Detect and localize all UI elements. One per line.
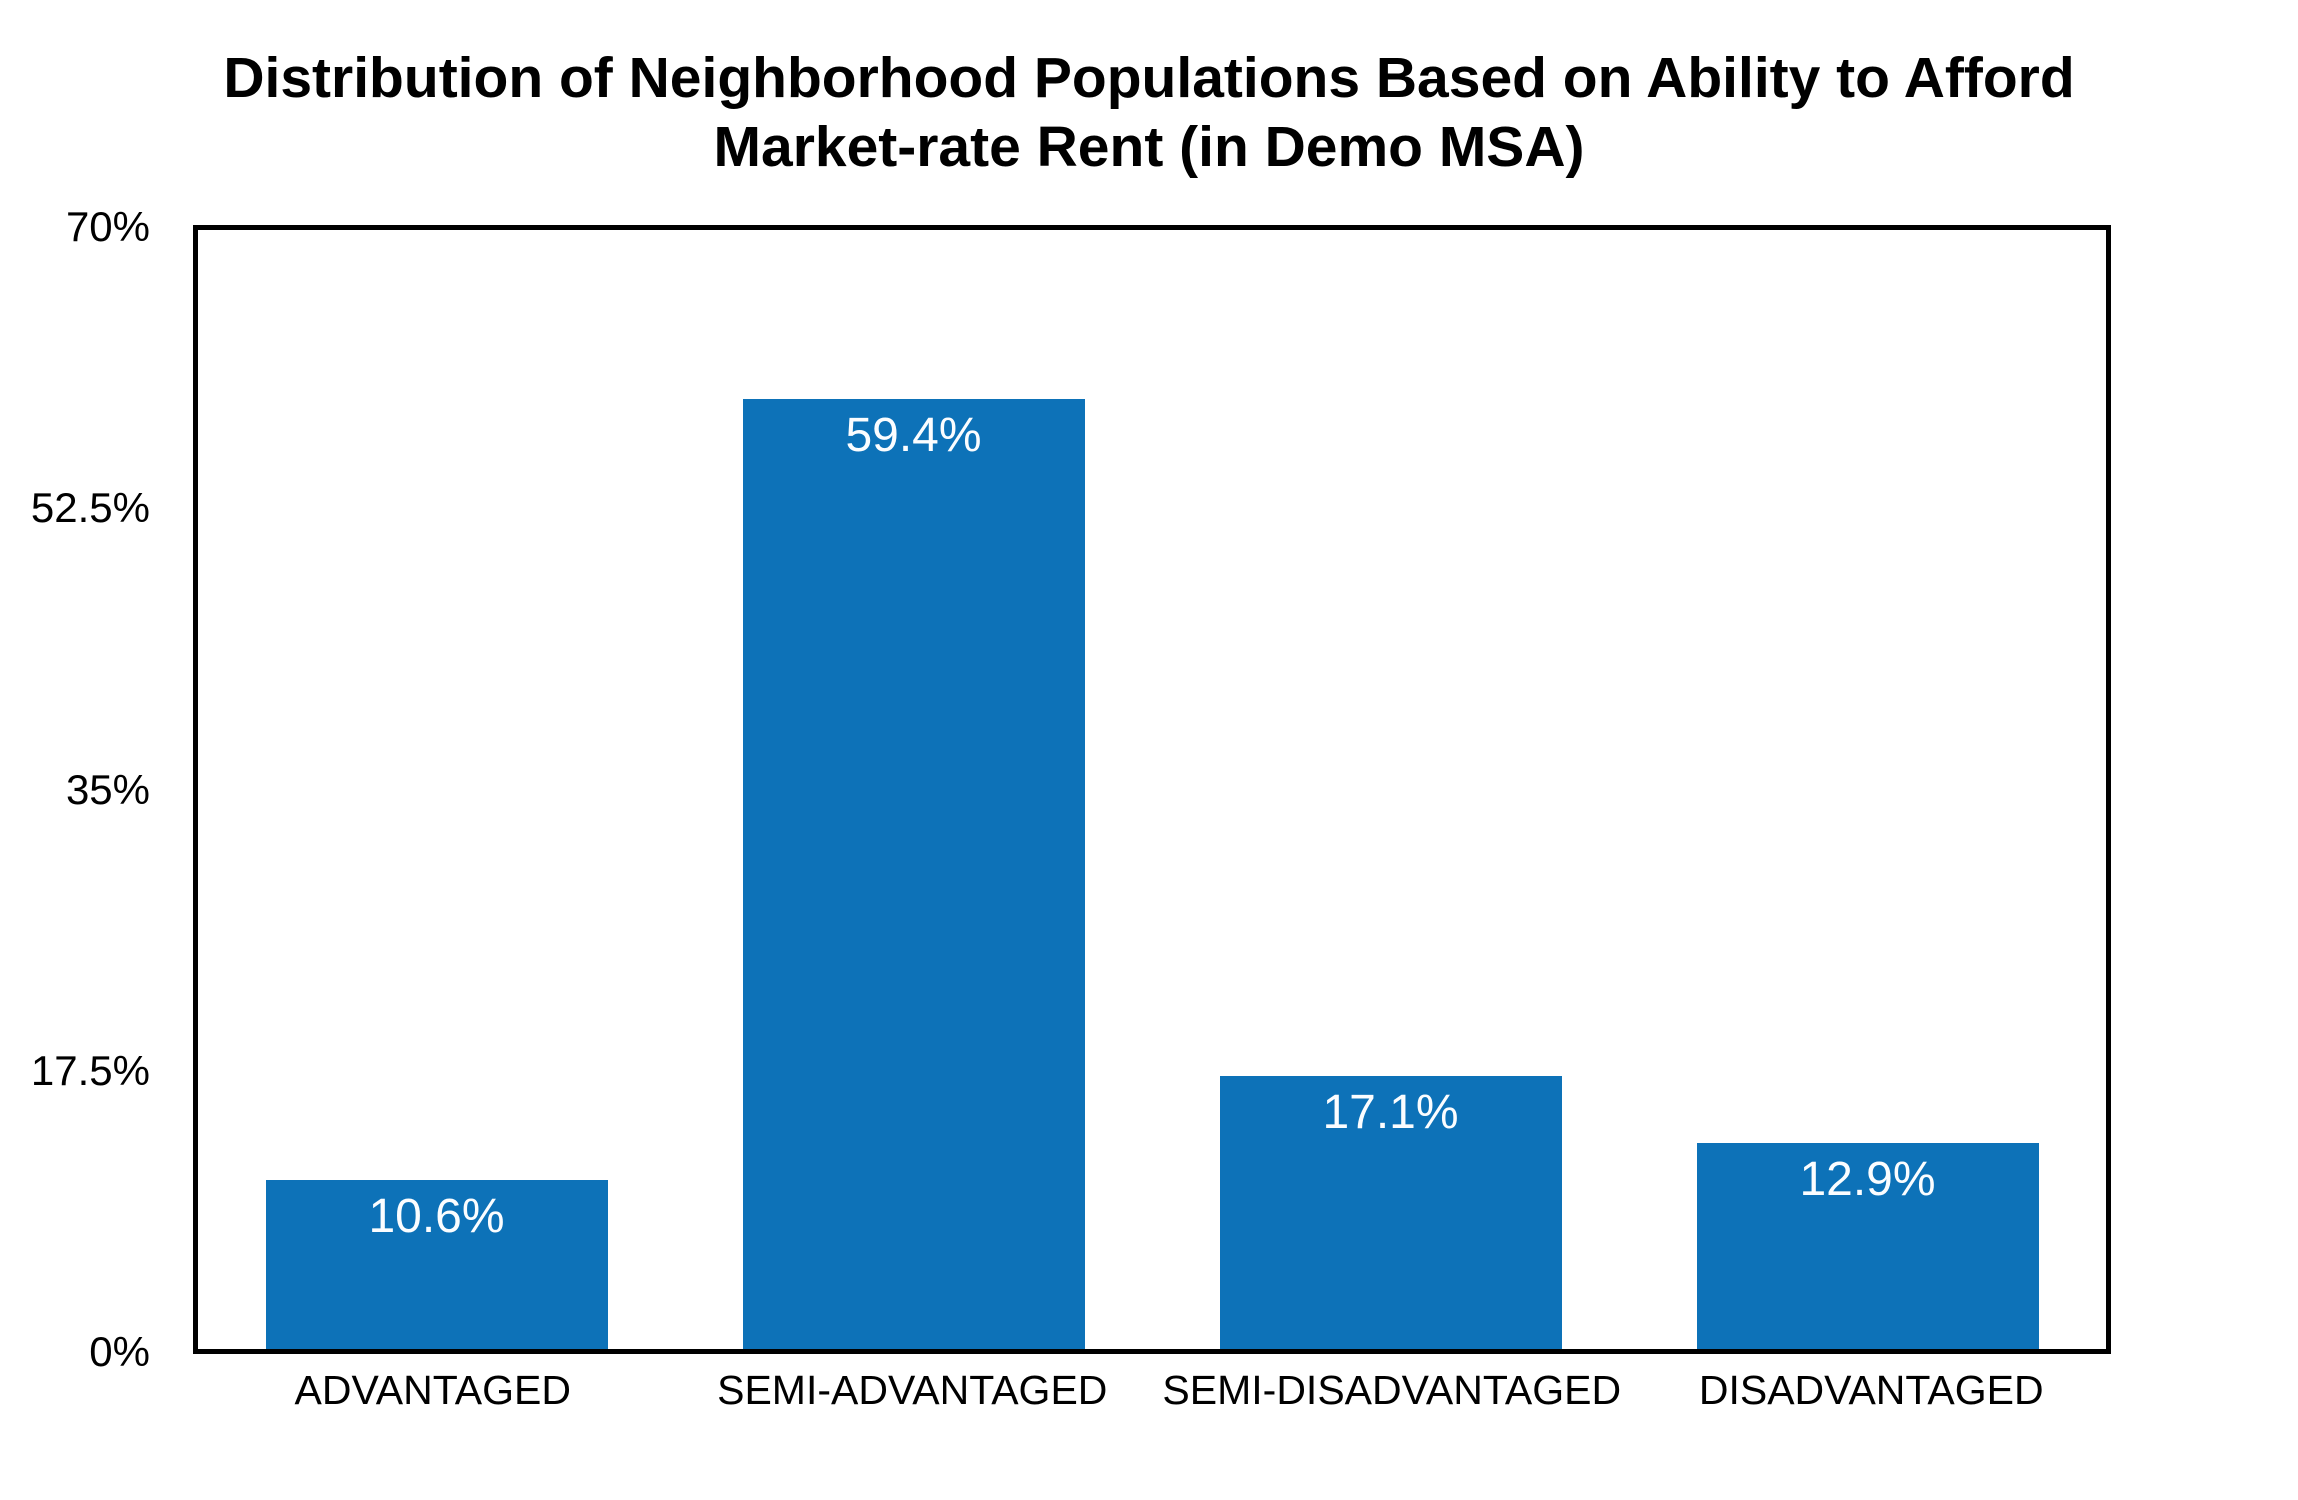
y-axis-tick-labels: 70% 52.5% 35% 17.5% 0% <box>0 202 150 1377</box>
bar-advantaged: 10.6% <box>265 1179 608 1349</box>
bar-value-label: 10.6% <box>368 1189 505 1243</box>
y-tick-label-0: 0% <box>89 1328 150 1375</box>
bars-container: 10.6% 59.4% 17.1% 12.9% <box>198 230 2106 1349</box>
y-tick-label-17-5: 17.5% <box>30 1046 150 1094</box>
bar-slot: 10.6% <box>198 230 675 1349</box>
x-category-label-semi-disadvantaged: SEMI-DISADVANTAGED <box>1162 1367 1622 1413</box>
x-category-label-advantaged: ADVANTAGED <box>294 1367 571 1413</box>
bar-slot: 59.4% <box>675 230 1152 1349</box>
bar-disadvantaged: 12.9% <box>1696 1142 2039 1349</box>
plot-area: 10.6% 59.4% 17.1% 12.9% <box>193 225 2111 1354</box>
y-tick-label-70: 70% <box>65 203 150 250</box>
bar-semi-disadvantaged: 17.1% <box>1219 1075 1562 1349</box>
x-axis-labels: ADVANTAGED SEMI-ADVANTAGED SEMI-DISADVAN… <box>193 1368 2111 1412</box>
bar-value-label: 59.4% <box>845 409 982 463</box>
bar-slot: 12.9% <box>1629 230 2106 1349</box>
bar-value-label: 17.1% <box>1322 1085 1459 1139</box>
bar-semi-advantaged: 59.4% <box>742 399 1085 1349</box>
bar-slot: 17.1% <box>1152 230 1629 1349</box>
x-category-label-semi-advantaged: SEMI-ADVANTAGED <box>717 1367 1108 1413</box>
x-category-label-disadvantaged: DISADVANTAGED <box>1698 1367 2044 1413</box>
chart-title: Distribution of Neighborhood Populations… <box>0 44 2298 182</box>
bar-value-label: 12.9% <box>1799 1152 1936 1206</box>
chart-title-line-2: Market-rate Rent (in Demo MSA) <box>713 115 1585 179</box>
chart-title-line-1: Distribution of Neighborhood Populations… <box>223 46 2075 110</box>
y-tick-label-35: 35% <box>65 765 150 813</box>
y-tick-label-52-5: 52.5% <box>30 484 150 532</box>
